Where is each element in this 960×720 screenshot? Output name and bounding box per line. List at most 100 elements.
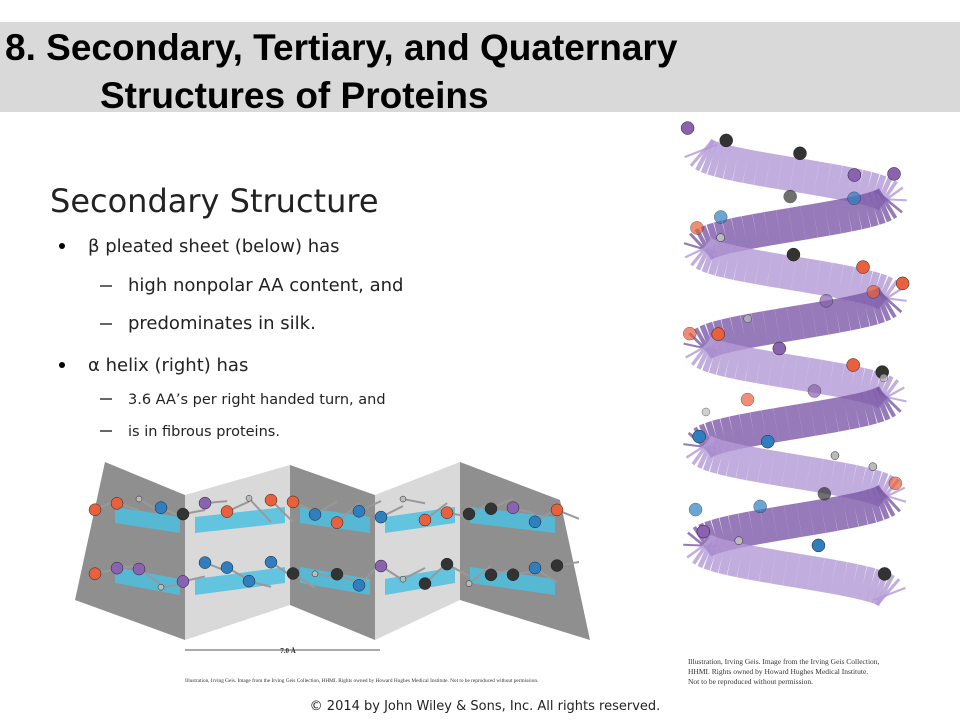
helix-ribbon	[797, 402, 816, 438]
sub-text: 3.6 AA’s per right handed turn, and	[128, 392, 386, 408]
atom	[701, 407, 711, 417]
atom	[399, 495, 407, 503]
helix-ribbon	[711, 517, 728, 553]
helix-ribbon	[722, 218, 739, 254]
atom	[550, 559, 564, 572]
helix-ribbon	[760, 507, 778, 543]
sheet-panel	[375, 462, 460, 640]
helix-ribbon	[845, 196, 862, 232]
atom	[330, 567, 344, 581]
atom	[506, 568, 520, 581]
strand-band	[115, 507, 180, 533]
atom	[866, 285, 881, 299]
atom	[740, 392, 755, 407]
sub-text: is in fibrous proteins.	[128, 424, 280, 440]
atom	[440, 506, 454, 519]
bond	[402, 498, 426, 505]
helix-ribbon	[690, 237, 715, 267]
helix-ribbon	[866, 487, 884, 523]
helix-ribbon	[732, 147, 750, 183]
helix-ribbon	[685, 339, 717, 359]
credit: HHMI. Rights owned by Howard Hughes Medi…	[688, 667, 868, 676]
bond	[402, 567, 426, 581]
atom	[846, 358, 860, 372]
helix-ribbon	[714, 143, 732, 179]
helix-ribbon	[844, 295, 861, 331]
sheet-panel	[460, 462, 590, 640]
helix-ribbon	[823, 200, 842, 236]
atom	[743, 314, 752, 323]
credit: Illustration, Irving Geis. Image from th…	[688, 657, 880, 666]
atom	[888, 476, 903, 491]
helix-ribbon	[753, 151, 772, 187]
helix-ribbon	[769, 450, 787, 487]
helix-ribbon	[859, 489, 877, 525]
bond	[468, 565, 492, 585]
helix-ribbon	[801, 159, 820, 196]
atom	[462, 507, 476, 521]
helix-ribbon	[790, 256, 809, 293]
helix-ribbon	[874, 375, 894, 409]
sheet-panel	[290, 465, 375, 640]
atom	[811, 538, 826, 553]
helix-ribbon	[685, 438, 716, 459]
atom	[528, 561, 542, 575]
helix-ribbon	[697, 435, 716, 469]
helix-ribbon	[875, 578, 901, 606]
helix-ribbon	[825, 163, 843, 200]
helix-ribbon	[874, 286, 905, 307]
atom	[819, 294, 834, 308]
atom	[887, 167, 901, 181]
atom	[88, 567, 102, 580]
helix-ribbon	[803, 258, 821, 295]
helix-ribbon	[771, 505, 790, 541]
helix-ribbon	[684, 241, 717, 259]
helix-ribbon	[875, 573, 895, 607]
helix-ribbon	[689, 139, 715, 167]
atom	[895, 276, 910, 291]
helix-ribbon	[755, 250, 773, 287]
helix-ribbon	[839, 463, 857, 499]
bullet-list: β pleated sheet (below) has high nonpolar…	[59, 236, 403, 440]
measure-label: 7.0 Å	[280, 647, 296, 655]
atom	[688, 502, 703, 517]
helix-ribbon	[735, 444, 753, 481]
helix-ribbon	[804, 357, 822, 394]
helix-ribbon	[717, 440, 734, 476]
atom	[856, 260, 870, 274]
atom	[352, 504, 366, 518]
helix-ribbon	[837, 264, 855, 301]
helix-ribbon	[874, 276, 893, 310]
helix-ribbon	[725, 343, 742, 379]
atom	[176, 575, 190, 588]
helix-ribbon	[855, 169, 872, 205]
atom	[110, 497, 124, 510]
atom	[772, 341, 787, 356]
credit: Not to be reproduced without permission.	[688, 677, 813, 686]
helix-ribbon	[836, 165, 853, 202]
helix-ribbon	[875, 478, 900, 508]
helix-ribbon	[872, 486, 890, 520]
helix-ribbon	[700, 140, 719, 174]
atom	[374, 510, 388, 524]
helix-ribbon	[774, 307, 793, 343]
helix-ribbon	[856, 269, 873, 305]
atom	[506, 501, 520, 514]
title: 8. Secondary, Tertiary, and Quaternary	[5, 27, 678, 68]
atom	[374, 559, 388, 573]
atom	[484, 502, 498, 515]
helix-ribbon	[782, 551, 801, 588]
helix-ribbon	[822, 299, 840, 335]
helix-ribbon	[841, 493, 859, 529]
helix-ribbon	[875, 279, 899, 310]
bond	[248, 497, 272, 523]
helix-ribbon	[834, 198, 852, 234]
helix-ribbon	[745, 347, 763, 384]
helix-ribbon	[688, 332, 715, 359]
helix-ribbon	[873, 586, 906, 602]
helix-ribbon	[858, 566, 876, 602]
helix-ribbon	[871, 571, 890, 605]
atom	[719, 133, 733, 148]
bullet-dot	[59, 243, 65, 249]
